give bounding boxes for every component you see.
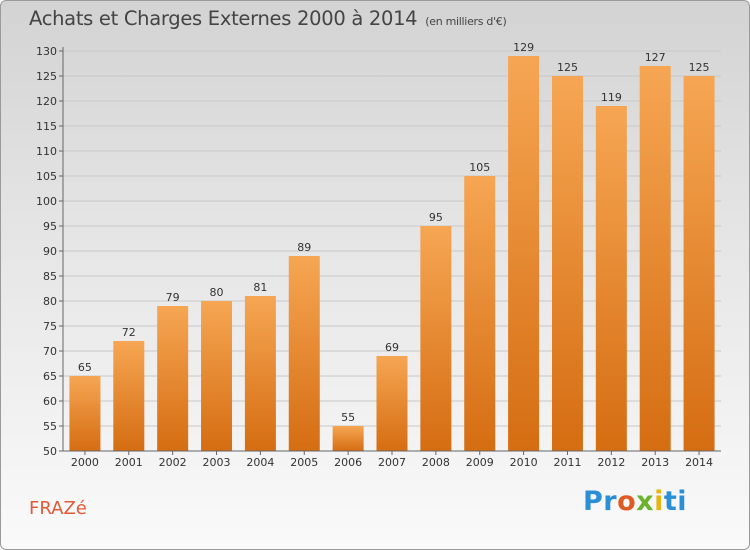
- x-tick-label: 2014: [685, 456, 713, 469]
- bar: [201, 301, 233, 451]
- x-tick-label: 2005: [290, 456, 318, 469]
- x-tick-label: 2006: [334, 456, 362, 469]
- bar: [420, 226, 452, 451]
- bar: [69, 376, 101, 451]
- x-tick-label: 2012: [597, 456, 625, 469]
- y-tick-label: 125: [36, 70, 57, 83]
- y-tick-label: 105: [36, 170, 57, 183]
- bar: [508, 56, 540, 451]
- data-label: 81: [253, 281, 267, 294]
- logo-part: x: [636, 486, 655, 517]
- location-name: FRAZé: [29, 498, 87, 519]
- y-tick-label: 60: [43, 395, 57, 408]
- bar: [595, 106, 627, 451]
- x-tick-label: 2010: [510, 456, 538, 469]
- y-tick-label: 55: [43, 420, 57, 433]
- bar: [244, 296, 276, 451]
- x-tick-label: 2007: [378, 456, 406, 469]
- bars: 65 72 79 80 81 89 55 69 95 105 129 125 119 127 125: [69, 41, 715, 451]
- x-tick-label: 2013: [641, 456, 669, 469]
- logo-part: Pr: [583, 486, 618, 517]
- data-label: 125: [689, 61, 710, 74]
- x-tick-label: 2011: [553, 456, 581, 469]
- x-tick-label: 2009: [466, 456, 494, 469]
- y-tick-label: 120: [36, 95, 57, 108]
- chart-title: Achats et Charges Externes 2000 à 2014: [29, 7, 418, 30]
- data-label: 105: [469, 161, 490, 174]
- chart-subtitle: (en milliers d'€): [425, 15, 507, 28]
- bar: [464, 176, 496, 451]
- data-label: 125: [557, 61, 578, 74]
- bar: [639, 66, 671, 451]
- logo-part: o: [617, 486, 637, 517]
- data-label: 65: [78, 361, 92, 374]
- y-tick-label: 110: [36, 145, 57, 158]
- bar: [157, 306, 189, 451]
- data-label: 129: [513, 41, 534, 54]
- bar: [683, 76, 715, 451]
- y-tick-label: 90: [43, 245, 57, 258]
- data-label: 80: [210, 286, 224, 299]
- logo-part: i: [654, 486, 664, 517]
- y-tick-label: 115: [36, 120, 57, 133]
- data-label: 69: [385, 341, 399, 354]
- bar: [288, 256, 320, 451]
- x-tick-label: 2008: [422, 456, 450, 469]
- x-tick-label: 2004: [246, 456, 274, 469]
- y-tick-label: 70: [43, 345, 57, 358]
- y-tick-label: 85: [43, 270, 57, 283]
- data-label: 119: [601, 91, 622, 104]
- bar: [376, 356, 408, 451]
- y-tick-label: 80: [43, 295, 57, 308]
- data-label: 127: [645, 51, 666, 64]
- x-tick-label: 2002: [159, 456, 187, 469]
- bar: [332, 426, 364, 451]
- bar: [551, 76, 583, 451]
- y-tick-label: 50: [43, 445, 57, 458]
- axes: 50 55 60 65 70 75 80 85 90 95 100 105 110 115 120 125 13…: [36, 45, 721, 469]
- data-label: 72: [122, 326, 136, 339]
- y-tick-label: 75: [43, 320, 57, 333]
- data-label: 79: [166, 291, 180, 304]
- y-tick-label: 100: [36, 195, 57, 208]
- data-label: 55: [341, 411, 355, 424]
- x-tick-label: 2001: [115, 456, 143, 469]
- bar: [113, 341, 145, 451]
- data-label: 89: [297, 241, 311, 254]
- y-tick-label: 130: [36, 45, 57, 58]
- proxiti-logo: Proxiti: [583, 486, 687, 517]
- x-tick-label: 2000: [71, 456, 99, 469]
- data-label: 95: [429, 211, 443, 224]
- y-tick-label: 65: [43, 370, 57, 383]
- x-tick-label: 2003: [203, 456, 231, 469]
- chart-title-line: Achats et Charges Externes 2000 à 2014 (e…: [29, 7, 507, 30]
- logo-part: ti: [663, 486, 688, 517]
- y-tick-label: 95: [43, 220, 57, 233]
